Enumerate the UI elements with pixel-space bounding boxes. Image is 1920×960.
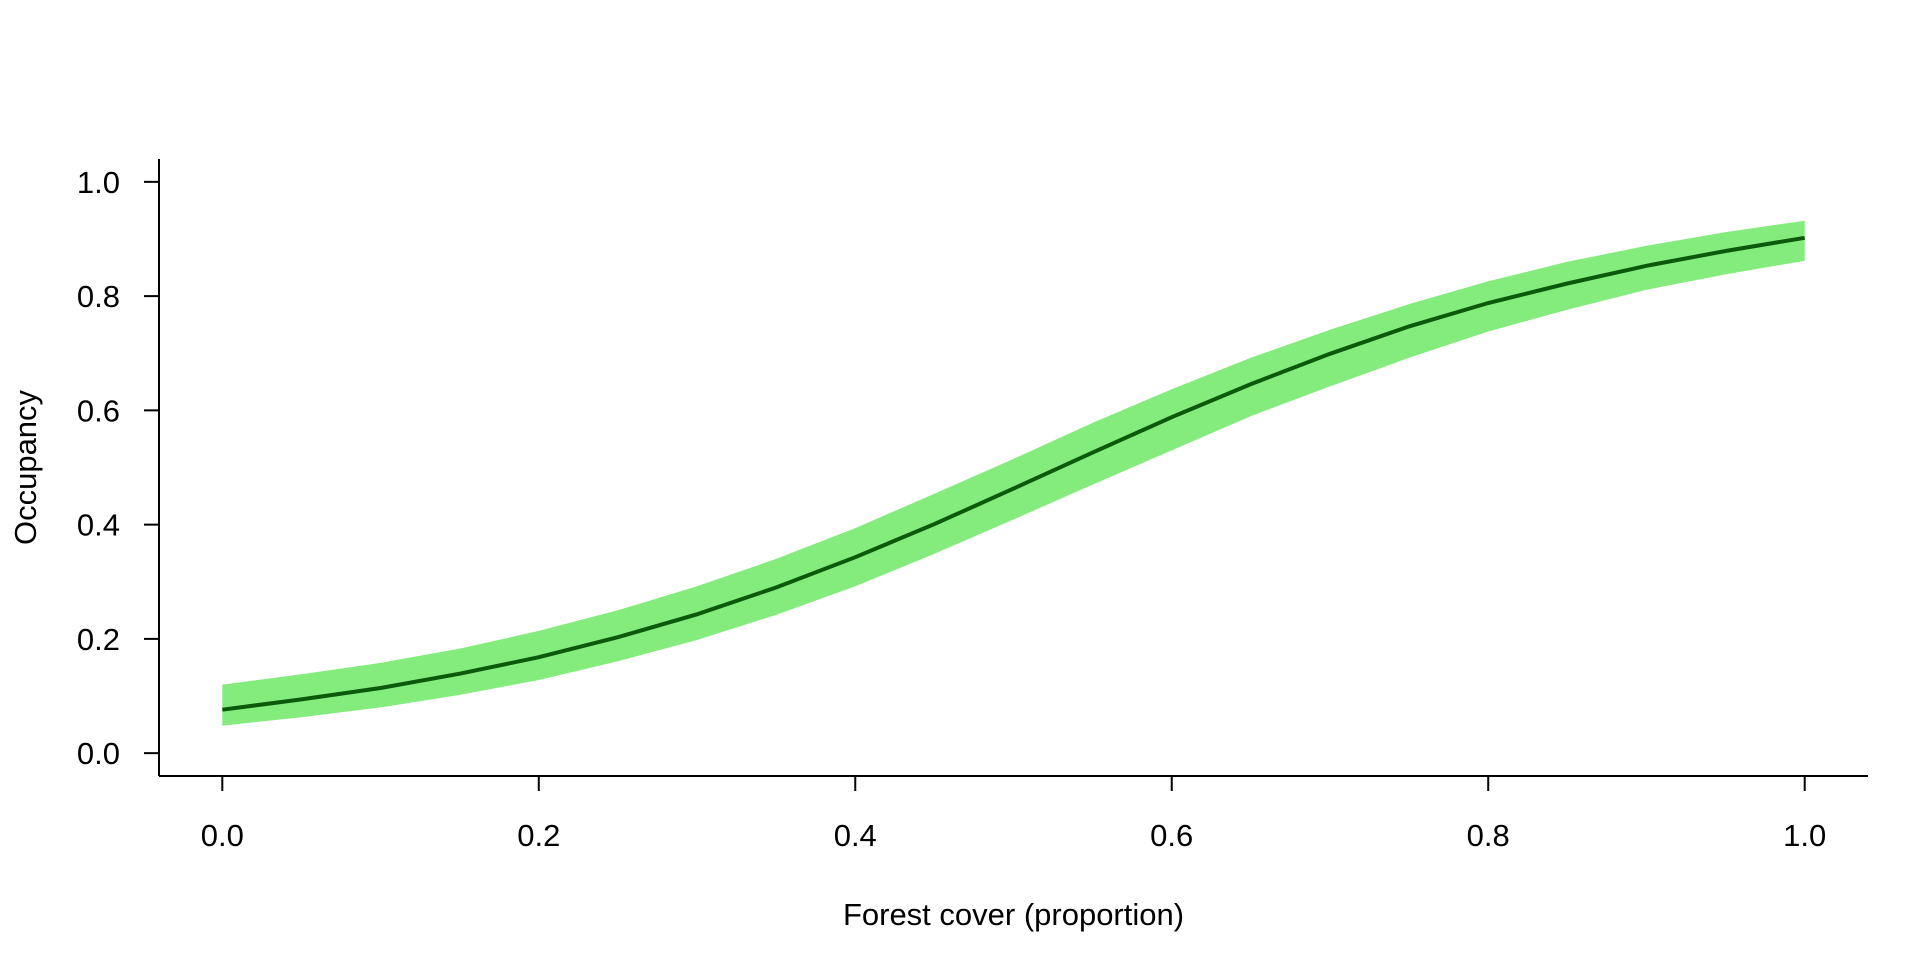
y-axis-title: Occupancy	[8, 389, 43, 545]
x-tick-label: 1.0	[1783, 818, 1826, 853]
y-tick-label: 0.2	[77, 622, 120, 657]
x-tick-label: 0.8	[1467, 818, 1510, 853]
x-axis-ticks: 0.0 0.2 0.4 0.6 0.8 1.0	[201, 776, 1826, 853]
confidence-band	[222, 220, 1805, 726]
x-tick-label: 0.0	[201, 818, 244, 853]
y-tick-label: 0.4	[77, 508, 120, 543]
x-tick-label: 0.2	[517, 818, 560, 853]
x-tick-label: 0.6	[1150, 818, 1193, 853]
x-axis-title: Forest cover (proportion)	[843, 897, 1184, 932]
y-tick-label: 0.8	[77, 279, 120, 314]
occupancy-line	[222, 235, 1806, 712]
y-axis-ticks: 0.0 0.2 0.4 0.6 0.8 1.0	[77, 165, 159, 771]
x-tick-label: 0.4	[834, 818, 877, 853]
y-tick-label: 0.6	[77, 393, 120, 428]
y-tick-label: 0.0	[77, 736, 120, 771]
y-tick-label: 1.0	[77, 165, 120, 200]
